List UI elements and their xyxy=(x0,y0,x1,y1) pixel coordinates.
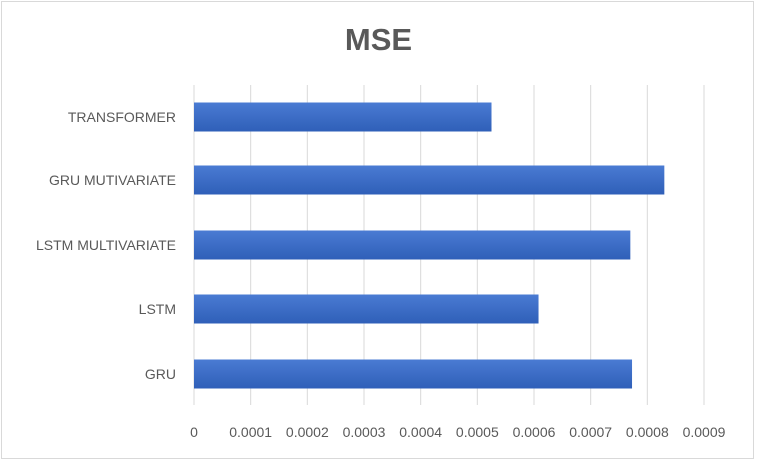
bar-lstm xyxy=(194,294,539,324)
bar-gru-mutivariate xyxy=(194,165,665,195)
x-tick-label: 0.0007 xyxy=(569,424,612,440)
x-tick-label: 0.0005 xyxy=(456,424,499,440)
bar-transformer xyxy=(194,102,492,132)
x-tick-label: 0.0006 xyxy=(513,424,556,440)
category-label: GRU MUTIVARIATE xyxy=(49,172,176,188)
x-tick-label: 0.0004 xyxy=(399,424,442,440)
chart-title: MSE xyxy=(344,22,413,57)
x-tick-labels: 0 0.0001 0.0002 0.0003 0.0004 0.0005 0.0006 0.0… xyxy=(190,424,726,440)
category-label: GRU xyxy=(145,366,176,382)
x-tick-label: 0.0009 xyxy=(683,424,726,440)
x-tick-label: 0 xyxy=(190,424,198,440)
category-labels: TRANSFORMER GRU MUTIVARIATE LSTM MULTIVARI… xyxy=(36,109,176,382)
category-label: LSTM xyxy=(139,301,176,317)
category-label: TRANSFORMER xyxy=(68,109,176,125)
bar-gru xyxy=(194,359,633,389)
bars xyxy=(194,102,665,389)
x-tick-label: 0.0002 xyxy=(286,424,329,440)
bar-lstm-multivariate xyxy=(194,230,631,260)
category-label: LSTM MULTIVARIATE xyxy=(36,237,176,253)
x-tick-label: 0.0008 xyxy=(626,424,669,440)
x-tick-label: 0.0001 xyxy=(229,424,272,440)
x-tick-label: 0.0003 xyxy=(343,424,386,440)
